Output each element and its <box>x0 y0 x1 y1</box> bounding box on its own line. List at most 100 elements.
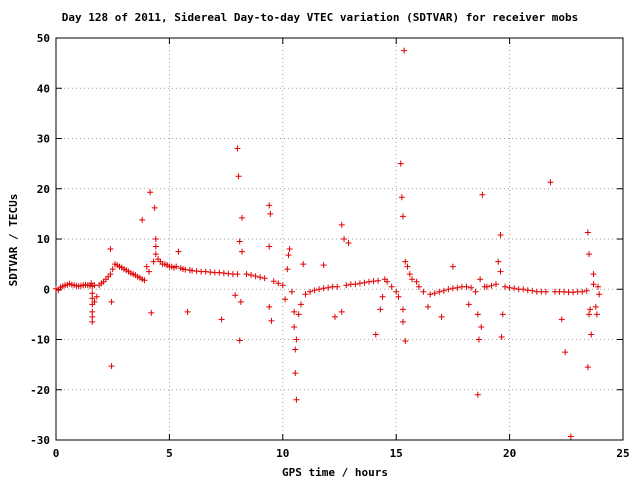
data-point <box>415 283 422 290</box>
data-point <box>268 317 275 324</box>
data-point <box>413 278 420 285</box>
x-tick-label: 5 <box>166 447 173 460</box>
data-point <box>275 280 282 287</box>
data-point <box>147 189 154 196</box>
data-point <box>291 323 298 330</box>
data-point <box>266 303 273 310</box>
data-point <box>400 318 407 325</box>
data-point <box>393 288 400 295</box>
data-point <box>152 243 159 250</box>
data-point <box>238 248 245 255</box>
data-point <box>424 303 431 310</box>
data-point <box>590 271 597 278</box>
data-point <box>588 331 595 338</box>
data-point <box>449 285 456 292</box>
y-tick-label: 20 <box>37 183 50 196</box>
data-point <box>398 194 405 201</box>
y-tick-label: -30 <box>30 434 50 447</box>
data-point <box>474 311 481 318</box>
data-point <box>499 311 506 318</box>
data-point <box>492 281 499 288</box>
data-point <box>266 202 273 209</box>
data-point <box>184 308 191 315</box>
data-point <box>291 308 298 315</box>
data-point <box>292 346 299 353</box>
data-point <box>542 288 549 295</box>
data-point <box>89 318 96 325</box>
data-point <box>320 285 327 292</box>
data-point <box>238 214 245 221</box>
data-point <box>311 287 318 294</box>
plot-frame <box>55 37 624 441</box>
data-point <box>454 284 461 291</box>
data-point <box>585 311 592 318</box>
data-point <box>445 286 452 293</box>
data-point <box>107 271 114 278</box>
data-point <box>404 263 411 270</box>
data-point <box>108 298 115 305</box>
data-point <box>595 283 602 290</box>
data-point <box>477 276 484 283</box>
data-point <box>406 271 413 278</box>
data-point <box>497 231 504 238</box>
data-point <box>506 284 513 291</box>
data-point <box>93 293 100 300</box>
data-point <box>293 396 300 403</box>
data-point <box>579 288 586 295</box>
data-point <box>400 306 407 313</box>
x-tick-label: 0 <box>53 447 60 460</box>
data-point <box>583 287 590 294</box>
data-point <box>237 298 244 305</box>
data-point <box>152 251 159 258</box>
data-point <box>472 288 479 295</box>
data-point <box>288 288 295 295</box>
x-tick-label: 20 <box>503 447 516 460</box>
data-point <box>479 191 486 198</box>
data-point <box>420 288 427 295</box>
data-point <box>402 338 409 345</box>
data-point <box>88 280 95 287</box>
data-point <box>173 263 180 270</box>
data-point <box>189 267 196 274</box>
data-point <box>352 281 359 288</box>
x-tick-label: 15 <box>390 447 403 460</box>
data-point <box>449 263 456 270</box>
data-point <box>547 179 554 186</box>
data-point <box>225 270 232 277</box>
data-point <box>89 308 96 315</box>
y-axis-label: SDTVAR / TECUs <box>7 194 20 287</box>
data-point <box>562 349 569 356</box>
data-point <box>596 291 603 298</box>
data-point <box>234 271 241 278</box>
data-point <box>286 246 293 253</box>
data-point <box>282 296 289 303</box>
data-point <box>592 303 599 310</box>
data-point <box>248 272 255 279</box>
data-point <box>236 337 243 344</box>
data-point <box>388 283 395 290</box>
data-point <box>107 246 114 253</box>
data-point <box>402 258 409 265</box>
y-tick-label: 40 <box>37 82 50 95</box>
y-tick-label: -20 <box>30 384 50 397</box>
data-point <box>427 291 434 298</box>
data-point <box>293 336 300 343</box>
data-point <box>488 282 495 289</box>
data-point <box>234 145 241 152</box>
data-point <box>216 269 223 276</box>
data-point <box>343 282 350 289</box>
data-point <box>341 236 348 242</box>
data-point <box>409 276 416 283</box>
data-point <box>316 286 323 293</box>
y-axis: -30 -20 -10 0 10 20 30 40 50 <box>30 32 623 447</box>
data-point <box>431 290 438 297</box>
data-point <box>345 240 352 247</box>
data-point <box>220 270 227 277</box>
data-point <box>397 160 404 167</box>
data-point <box>236 238 243 245</box>
data-point <box>585 251 592 258</box>
data-point <box>218 316 225 323</box>
data-point <box>91 298 98 305</box>
data-point <box>297 301 304 308</box>
data-point <box>561 288 568 295</box>
